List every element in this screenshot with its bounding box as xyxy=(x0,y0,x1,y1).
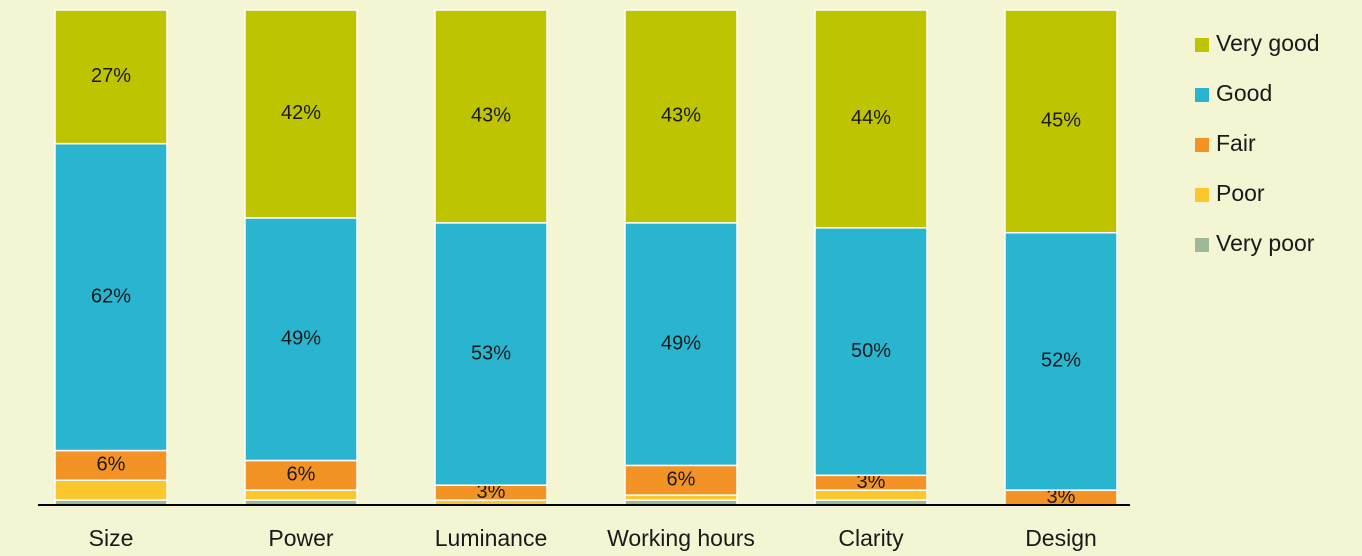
bar-segment xyxy=(244,489,358,501)
legend-label: Good xyxy=(1216,80,1272,106)
bar-segment xyxy=(244,9,358,219)
legend-label: Poor xyxy=(1216,180,1265,206)
data-label: 43% xyxy=(471,105,511,127)
data-label: 53% xyxy=(471,342,511,364)
data-label: 42% xyxy=(281,102,321,124)
legend-swatch xyxy=(1195,238,1209,252)
x-tick-label: Working hours xyxy=(607,525,755,551)
x-tick-label: Power xyxy=(268,525,334,551)
data-label: 62% xyxy=(91,285,131,307)
data-label: 50% xyxy=(851,340,891,362)
data-label: 44% xyxy=(851,107,891,129)
data-label: 6% xyxy=(287,464,316,486)
data-label: 6% xyxy=(97,454,126,476)
legend-swatch xyxy=(1195,138,1209,152)
x-tick-label: Design xyxy=(1025,525,1097,551)
x-tick-label: Clarity xyxy=(838,525,904,551)
data-label: 6% xyxy=(667,469,696,491)
data-label: 43% xyxy=(661,105,701,127)
data-label: 45% xyxy=(1041,110,1081,132)
legend-swatch xyxy=(1195,38,1209,52)
bar-segment xyxy=(814,227,928,477)
bar-segment xyxy=(624,222,738,467)
bar-segment xyxy=(54,142,168,452)
bar-segment xyxy=(434,222,548,486)
x-tick-label: Luminance xyxy=(435,525,548,551)
data-label: 27% xyxy=(91,65,131,87)
legend-swatch xyxy=(1195,88,1209,102)
bar-segment xyxy=(54,9,168,145)
legend-label: Very good xyxy=(1216,30,1320,56)
data-label: 3% xyxy=(477,481,506,503)
data-label: 52% xyxy=(1041,350,1081,372)
data-label: 3% xyxy=(857,471,886,493)
bar-segment xyxy=(434,9,548,224)
legend-label: Very poor xyxy=(1216,230,1315,256)
bar-segment xyxy=(1004,9,1118,234)
bar-segment xyxy=(1004,232,1118,491)
x-tick-label: Size xyxy=(89,525,134,551)
bar-segment xyxy=(54,479,168,501)
bar-segment xyxy=(814,9,928,229)
bar-segment xyxy=(624,9,738,224)
data-label: 49% xyxy=(661,332,701,354)
legend-label: Fair xyxy=(1216,130,1256,156)
bar-segment xyxy=(624,464,738,496)
legend-swatch xyxy=(1195,188,1209,202)
data-label: 3% xyxy=(1047,486,1076,508)
data-label: 49% xyxy=(281,327,321,349)
